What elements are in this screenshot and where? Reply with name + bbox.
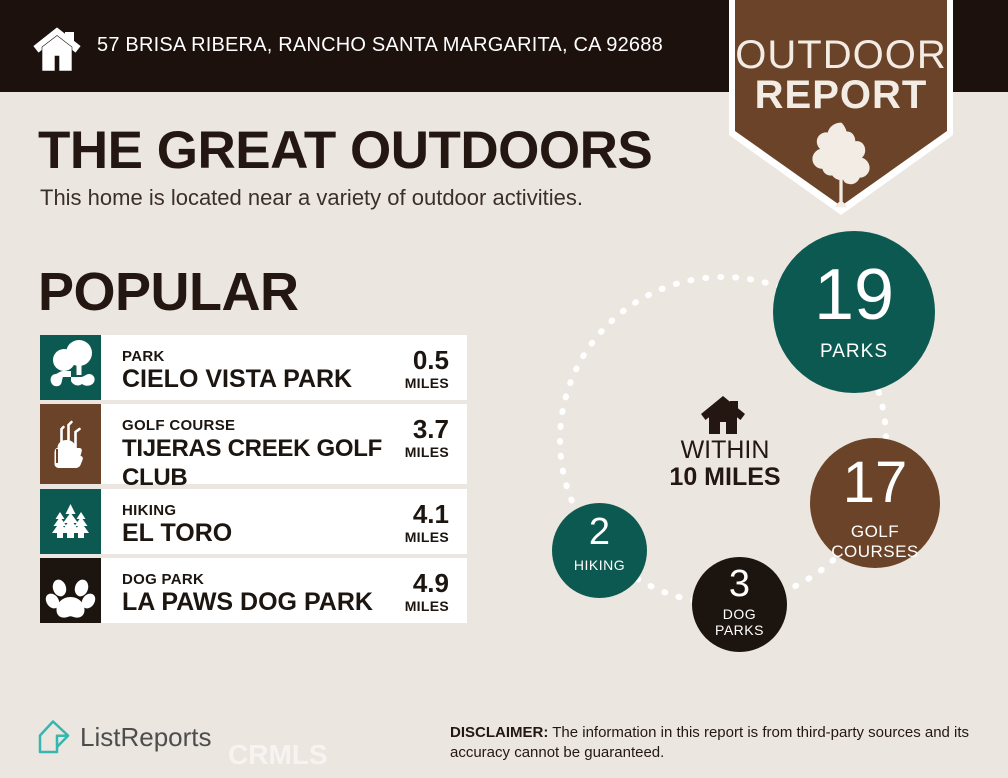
svg-text:REPORT: REPORT: [755, 73, 928, 117]
svg-text:OUTDOOR: OUTDOOR: [735, 33, 946, 77]
